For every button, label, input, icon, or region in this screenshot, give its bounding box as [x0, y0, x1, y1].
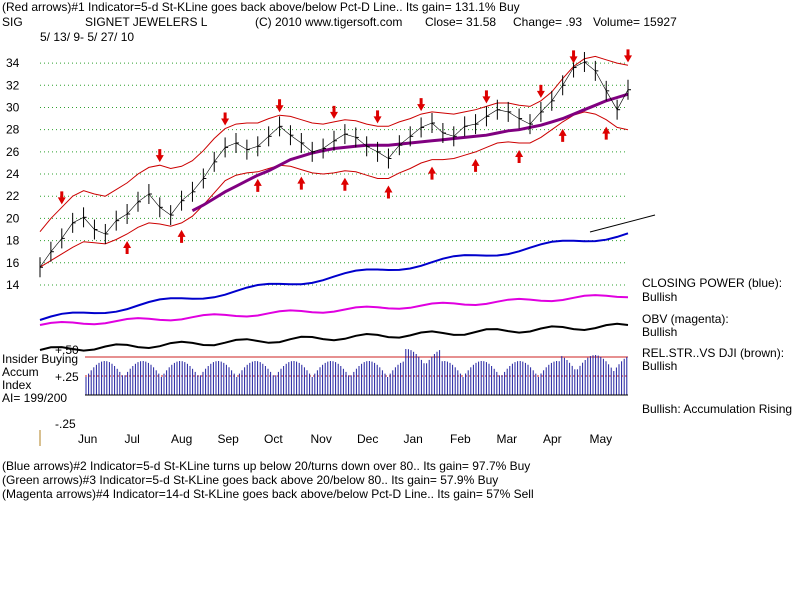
accum-label: Accum	[2, 365, 39, 379]
sell-arrow-down	[569, 50, 578, 64]
x-month-label: Dec	[357, 432, 378, 446]
sell-arrow-down	[482, 90, 491, 104]
ai-value: AI= 199/200	[2, 391, 68, 405]
sell-arrow-down	[373, 110, 382, 124]
closing-power-trendline	[589, 214, 656, 233]
closing-power-label: CLOSING POWER (blue):	[642, 276, 783, 290]
y-tick-label: 16	[6, 256, 20, 270]
sell-arrow-down	[155, 149, 164, 163]
x-month-label: Apr	[543, 432, 562, 446]
y-tick-label: 18	[6, 234, 20, 248]
footer-green-arrows: (Green arrows)#3 Indicator=5-d St-KLine …	[2, 473, 499, 487]
volume-value: Volume= 15927	[593, 15, 677, 29]
date-range: 5/ 13/ 9- 5/ 27/ 10	[40, 30, 135, 44]
sell-arrow-down	[624, 49, 632, 63]
closing-power-value: Bullish	[642, 290, 678, 304]
header-indicator-line: (Red arrows)#1 Indicator=5-d St-KLine go…	[2, 0, 520, 14]
y-tick-label: 34	[6, 56, 20, 70]
index-label: Index	[2, 378, 32, 392]
y-tick-label: 14	[6, 278, 20, 292]
obv-value: Bullish	[642, 325, 678, 339]
x-month-label: Jul	[125, 432, 140, 446]
x-month-label: Oct	[264, 432, 283, 446]
buy-arrow-up	[602, 126, 611, 140]
sell-arrow-down	[417, 98, 426, 112]
insider-buying-label: Insider Buying	[2, 352, 79, 366]
footer-magenta-arrows: (Magenta arrows)#4 Indicator=14-d St-KLi…	[2, 487, 534, 501]
x-month-label: Feb	[450, 432, 471, 446]
copyright: (C) 2010 www.tigersoft.com	[255, 15, 403, 29]
relstr-value: Bullish	[642, 359, 678, 373]
sell-arrow-down	[330, 105, 338, 119]
x-month-label: Sep	[218, 432, 240, 446]
y-tick-label: 30	[6, 100, 20, 114]
buy-arrow-up	[177, 229, 186, 243]
buy-arrow-up	[384, 185, 393, 199]
price-line	[39, 61, 629, 268]
sell-arrow-down	[275, 99, 284, 113]
sell-arrow-down	[57, 191, 66, 205]
level-plus25: +.25	[55, 370, 79, 384]
y-tick-label: 20	[6, 211, 20, 225]
x-month-label: Mar	[497, 432, 518, 446]
change-value: Change= .93	[513, 15, 583, 29]
buy-arrow-up	[558, 128, 567, 142]
relative-strength-line	[39, 322, 629, 352]
buy-arrow-up	[340, 177, 349, 191]
x-month-label: Nov	[311, 432, 332, 446]
lower-band-line	[39, 111, 629, 268]
closing-power-line	[39, 232, 629, 321]
buy-arrow-up	[428, 166, 436, 180]
buy-arrow-up	[253, 178, 262, 192]
x-month-label: Aug	[171, 432, 192, 446]
y-tick-label: 32	[6, 78, 20, 92]
sell-arrow-down	[221, 112, 230, 126]
sell-arrow-down	[536, 84, 545, 98]
y-tick-label: 26	[6, 145, 20, 159]
x-month-label: Jun	[78, 432, 97, 446]
buy-arrow-up	[297, 176, 306, 190]
x-month-label: May	[590, 432, 613, 446]
y-tick-label: 28	[6, 123, 20, 137]
buy-arrow-up	[123, 240, 132, 254]
footer-blue-arrows: (Blue arrows)#2 Indicator=5-d St-KLine t…	[2, 459, 531, 473]
buy-arrow-up	[515, 149, 524, 163]
ticker-symbol: SIG	[2, 15, 23, 29]
x-month-label: Jan	[404, 432, 423, 446]
y-tick-label: 24	[6, 167, 20, 181]
obv-label: OBV (magenta):	[642, 312, 729, 326]
company-name: SIGNET JEWELERS L	[85, 15, 208, 29]
relstr-label: REL.STR..VS DJI (brown):	[642, 346, 785, 360]
upper-band-line	[39, 55, 629, 233]
y-tick-label: 22	[6, 189, 20, 203]
buy-arrow-up	[471, 158, 480, 172]
level-minus25: -.25	[55, 417, 76, 431]
close-value: Close= 31.58	[425, 15, 497, 29]
obv-line	[39, 294, 629, 326]
bullish-note: Bullish: Accumulation Rising	[642, 402, 793, 416]
